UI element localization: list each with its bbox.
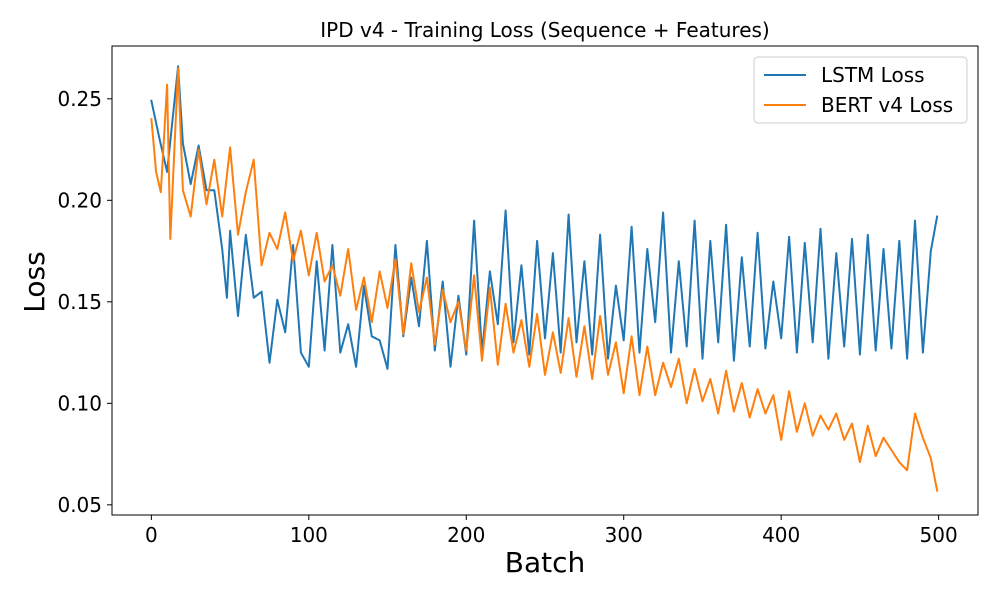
x-axis-title: Batch <box>505 546 586 579</box>
x-tick-label: 100 <box>290 523 328 547</box>
x-tick-label: 300 <box>605 523 643 547</box>
plot-area: 0 100 200 300 400 500 0.05 0.10 0.15 0.20 0.25 <box>57 45 979 547</box>
legend-box <box>753 56 968 124</box>
x-tick-label: 200 <box>447 523 485 547</box>
x-tick-label: 500 <box>920 523 958 547</box>
series-line-1 <box>150 67 939 492</box>
y-tick-label: 0.10 <box>57 391 102 415</box>
legend-label-1: BERT v4 Loss <box>821 93 953 117</box>
y-axis-title: Loss <box>18 251 51 312</box>
y-tick-label: 0.05 <box>57 493 102 517</box>
series-line-0 <box>150 65 939 370</box>
y-tick-label: 0.20 <box>57 188 102 212</box>
legend-label-0: LSTM Loss <box>821 63 925 87</box>
y-tick-label: 0.25 <box>57 87 102 111</box>
x-tick-label: 0 <box>145 523 158 547</box>
chart-title: IPD v4 - Training Loss (Sequence + Featu… <box>320 18 769 42</box>
plot-frame <box>111 45 979 516</box>
legend: LSTM Loss BERT v4 Loss <box>753 56 968 124</box>
x-tick-label: 400 <box>762 523 800 547</box>
y-tick-label: 0.15 <box>57 290 102 314</box>
